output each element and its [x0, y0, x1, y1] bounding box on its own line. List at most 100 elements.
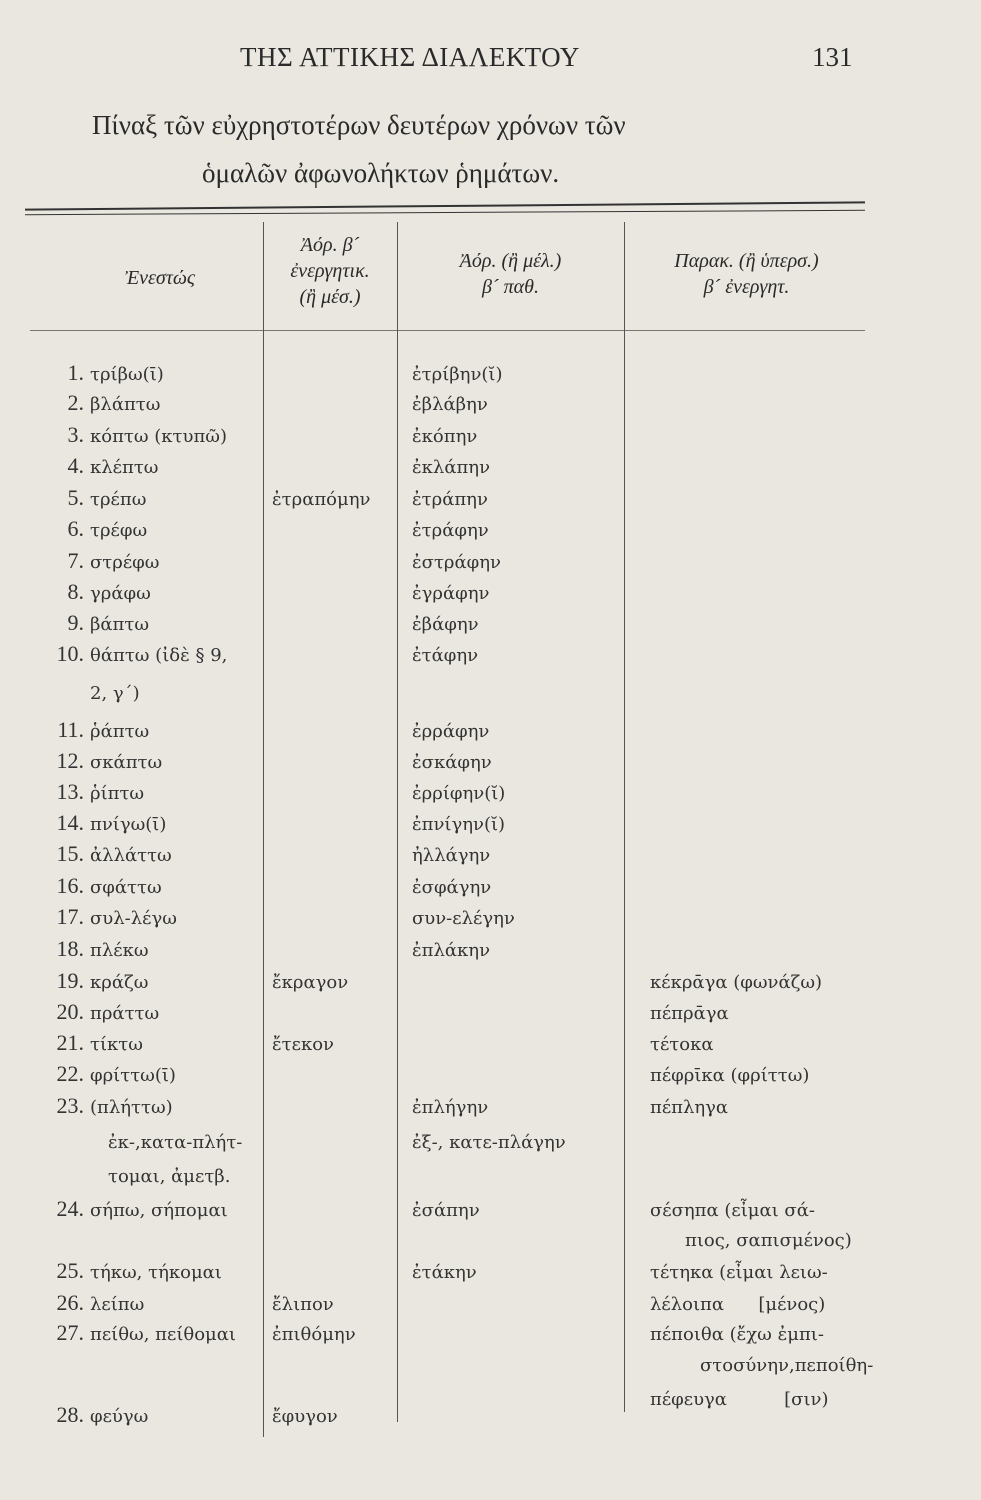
aorist-passive-cell: ἐβλάβην	[412, 394, 488, 415]
aorist-passive-cell: ἐκλάπην	[412, 457, 491, 478]
header-aorist-passive: Ἀόρ. (ἢ μέλ.) β´ παθ.	[397, 248, 624, 300]
row-number: 17.	[56, 904, 85, 929]
present-cell: στρέφω	[90, 552, 160, 573]
row-number: 9.	[67, 610, 85, 635]
row-number: 25.	[56, 1258, 85, 1283]
aorist-passive-cell: ἐσφάγην	[412, 877, 492, 898]
header-line: ἐνεργητικ.	[290, 260, 370, 282]
row-number: 1.	[67, 360, 85, 385]
aorist-passive-cell: ἐσκάφην	[412, 752, 492, 773]
row-number: 24.	[56, 1196, 85, 1221]
column-divider	[624, 222, 625, 1412]
aorist-active-cell: ἔκραγον	[272, 972, 349, 993]
perfect-cell: πέπρᾱγα	[650, 1003, 729, 1024]
present-cell: 2, γ´)	[90, 683, 140, 704]
header-perfect: Παρακ. (ἢ ὑπερσ.) β´ ἐνεργητ.	[624, 248, 869, 300]
present-cell: πνίγω(ῑ)	[90, 814, 167, 835]
present-cell: (πλήττω)	[90, 1097, 173, 1118]
present-cell: βάπτω	[90, 614, 150, 635]
row-number: 6.	[67, 516, 85, 541]
top-rule	[25, 201, 865, 211]
aorist-passive-cell: ἐτάκην	[412, 1262, 477, 1283]
header-present: Ἐνεστώς	[80, 265, 240, 291]
aorist-passive-cell: ἐβάφην	[412, 614, 479, 635]
perfect-cell: σέσηπα (εἶμαι σά-	[650, 1200, 815, 1221]
aorist-passive-cell: ἐπλάκην	[412, 940, 491, 961]
perfect-cell: κέκρᾱγα (φωνάζω)	[650, 972, 823, 993]
header-line: β´ παθ.	[482, 276, 539, 298]
table-title-line-2: ὁμαλῶν ἀφωνολήκτων ῥημάτων.	[202, 158, 560, 188]
row-number: 23.	[56, 1093, 85, 1118]
row-number: 4.	[67, 453, 85, 478]
present-cell: ἐκ-,κατα-πλήτ-	[108, 1132, 243, 1153]
present-cell: τρέπω	[90, 489, 147, 510]
aorist-passive-cell: ἐρρίφην(ῐ)	[412, 783, 506, 804]
row-number: 16.	[56, 873, 85, 898]
perfect-cell: πέπληγα	[650, 1097, 729, 1118]
row-number: 26.	[56, 1290, 85, 1315]
perfect-cell: πέποιθα (ἔχω ἐμπι-	[650, 1324, 824, 1345]
present-cell: τίκτω	[90, 1034, 143, 1055]
row-number: 15.	[56, 841, 85, 866]
row-number: 20.	[56, 999, 85, 1024]
table-title-line-1: Πίναξ τῶν εὐχρηστοτέρων δευτέρων χρόνων …	[92, 110, 626, 140]
present-cell: τομαι, ἀμετβ.	[108, 1166, 231, 1187]
perfect-cell: πιος, σαπισμένος)	[685, 1230, 852, 1251]
present-cell: βλάπτω	[90, 394, 161, 415]
perfect-cell: τέτηκα (εἶμαι λειω-	[650, 1262, 828, 1283]
aorist-passive-cell: ἐγράφην	[412, 583, 490, 604]
present-cell: σφάττω	[90, 877, 162, 898]
column-divider	[397, 222, 398, 1422]
present-cell: τρέφω	[90, 520, 148, 541]
running-head: ΤΗΣ ΑΤΤΙΚΗΣ ΔΙΑΛΕΚΤΟΥ	[240, 42, 580, 72]
present-cell: τήκω, τήκομαι	[90, 1262, 222, 1283]
row-number: 19.	[56, 968, 85, 993]
present-cell: γράφω	[90, 583, 151, 604]
row-number: 27.	[56, 1320, 85, 1345]
present-cell: φεύγω	[90, 1406, 149, 1427]
present-cell: λείπω	[90, 1294, 145, 1315]
header-line: Παρακ. (ἢ ὑπερσ.)	[674, 250, 819, 272]
present-cell: συλ-λέγω	[90, 908, 177, 929]
row-number: 11.	[57, 717, 84, 742]
aorist-passive-cell: ἐπλήγην	[412, 1097, 489, 1118]
present-cell: κλέπτω	[90, 457, 159, 478]
present-cell: θάπτω (ἰδὲ § 9,	[90, 645, 228, 666]
present-cell: σήπω, σήπομαι	[90, 1200, 228, 1221]
column-divider	[263, 222, 264, 1437]
row-number: 5.	[67, 485, 85, 510]
row-number: 21.	[56, 1030, 85, 1055]
aorist-passive-cell: ἐτράφην	[412, 520, 489, 541]
header-line: Ἀόρ. β´	[300, 234, 360, 256]
perfect-cell: στοσύνην,πεποίθη-	[700, 1355, 874, 1376]
present-cell: κόπτω (κτυπῶ)	[90, 426, 227, 447]
present-cell: πράττω	[90, 1003, 160, 1024]
aorist-active-cell: ἔτεκον	[272, 1034, 334, 1055]
present-cell: ῥίπτω	[90, 783, 145, 804]
present-cell: φρίττω(ῑ)	[90, 1065, 176, 1086]
present-cell: ῥάπτω	[90, 721, 150, 742]
aorist-passive-cell: ἐστράφην	[412, 552, 501, 573]
aorist-passive-cell: ἐπνίγην(ῐ)	[412, 814, 506, 835]
row-number: 14.	[56, 810, 85, 835]
row-number: 12.	[56, 748, 85, 773]
aorist-active-cell: ἔφυγον	[272, 1406, 338, 1427]
row-number: 3.	[67, 422, 85, 447]
aorist-passive-cell: ἐρράφην	[412, 721, 490, 742]
perfect-cell: πέφευγα [σιν)	[650, 1389, 829, 1410]
perfect-cell: πέφρῑκα (φρίττω)	[650, 1065, 810, 1086]
aorist-passive-cell: ἐτρίβην(ῐ)	[412, 364, 503, 385]
present-cell: πλέκω	[90, 940, 149, 961]
page-number: 131	[812, 42, 853, 72]
header-line: Ἀόρ. (ἢ μέλ.)	[459, 250, 562, 272]
aorist-passive-cell: ἐσάπην	[412, 1200, 480, 1221]
header-bottom-rule	[30, 330, 865, 331]
row-number: 2.	[67, 390, 85, 415]
row-number: 18.	[56, 936, 85, 961]
aorist-passive-cell: ἐτράπην	[412, 489, 488, 510]
aorist-passive-cell: ἐτάφην	[412, 645, 479, 666]
present-cell: πείθω, πείθομαι	[90, 1324, 236, 1345]
header-aorist-active: Ἀόρ. β´ ἐνεργητικ. (ἢ μέσ.)	[263, 232, 397, 310]
aorist-passive-cell: συν-ελέγην	[412, 908, 515, 929]
aorist-passive-cell: ἐκόπην	[412, 426, 478, 447]
